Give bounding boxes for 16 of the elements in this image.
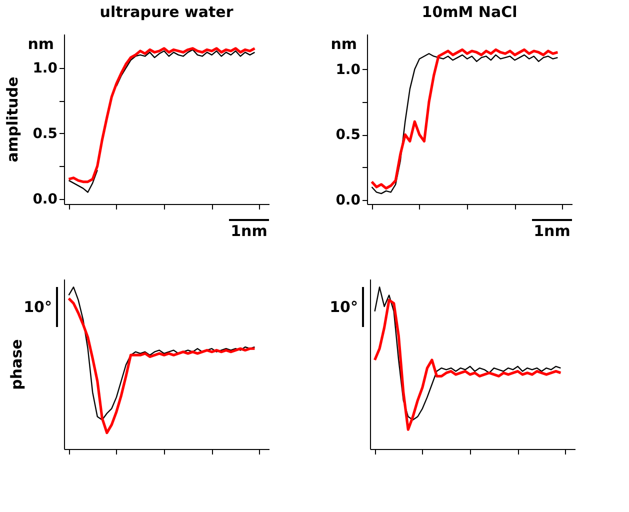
chart-title: 10mM NaCl	[422, 3, 518, 21]
text: 1nm	[534, 222, 570, 240]
y-axis-title: phase	[8, 339, 26, 390]
text: 10°	[24, 298, 52, 316]
y-tick-label: 1.0	[336, 62, 361, 78]
y-tick-label: 1.0	[32, 60, 58, 76]
text: 1nm	[230, 222, 268, 240]
y-tick-label: 0.0	[32, 191, 58, 208]
y-tick-label: 0.5	[336, 127, 360, 144]
y-tick-label: 0.5	[32, 126, 58, 142]
text: 10°	[330, 298, 358, 316]
chart-title: ultrapure water	[100, 3, 234, 21]
y-tick-label: 0.0	[336, 192, 361, 209]
text: nm	[330, 35, 357, 53]
text: nm	[28, 35, 54, 53]
y-axis-title: amplitude	[4, 76, 22, 162]
